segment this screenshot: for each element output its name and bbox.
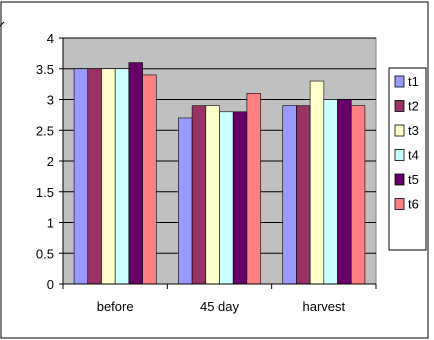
bars: [73, 62, 366, 285]
legend-label-t3: t3: [408, 123, 419, 138]
y-tick-label: 2: [47, 154, 54, 169]
x-category-label: harvest: [303, 299, 346, 314]
y-tick-label: 2.5: [36, 123, 54, 138]
legend-label-t2: t2: [408, 99, 419, 114]
bar-t1-1: [178, 117, 193, 285]
legend-swatch-t2: [394, 100, 405, 112]
y-tick-label: 4: [47, 31, 54, 46]
bar-t3-2: [309, 80, 325, 285]
bar-t3-1: [205, 105, 220, 285]
y-tick-label: 0: [47, 277, 54, 292]
legend: t1 t2 t3 t4 t5 t6: [394, 74, 419, 212]
x-category-label: 45 day: [200, 299, 240, 314]
legend-label-t4: t4: [408, 148, 419, 163]
bar-t6-2: [350, 105, 366, 285]
bar-t5-2: [337, 99, 352, 285]
legend-swatch-t4: [394, 149, 405, 161]
y-tick-label: 0.5: [36, 246, 54, 261]
legend-swatch-t6: [394, 198, 405, 210]
bar-t6-1: [246, 93, 261, 285]
x-labels: before 45 day harvest: [62, 284, 377, 314]
legend-label-t6: t6: [408, 197, 419, 212]
y-tick-label: 3: [47, 93, 54, 108]
legend-swatch-t1: [394, 75, 405, 88]
legend-label-t5: t5: [408, 172, 419, 187]
y-ticks: 0 0.5 1 1.5 2 2.5 3 3.5 4: [36, 31, 63, 292]
bar-t1-0: [73, 68, 89, 285]
x-category-label: before: [97, 299, 134, 314]
bar-t3-0: [101, 68, 116, 285]
edge-artifact: [0, 21, 5, 27]
bar-t4-0: [114, 68, 130, 285]
bar-t2-2: [296, 105, 311, 285]
legend-swatch-t3: [394, 124, 405, 137]
y-tick-label: 3.5: [36, 62, 54, 77]
bar-t2-1: [191, 105, 207, 285]
bar-t6-0: [142, 74, 157, 285]
y-tick-label: 1.5: [36, 185, 54, 200]
bar-t5-0: [128, 62, 143, 285]
bar-t1-2: [282, 105, 297, 285]
bar-t4-2: [323, 99, 338, 285]
legend-swatch-t5: [394, 173, 405, 186]
bar-t4-1: [219, 111, 234, 285]
bar-t2-0: [87, 68, 102, 285]
bar-t5-1: [232, 111, 248, 285]
legend-label-t1: t1: [408, 74, 419, 89]
y-tick-label: 1: [47, 216, 54, 231]
